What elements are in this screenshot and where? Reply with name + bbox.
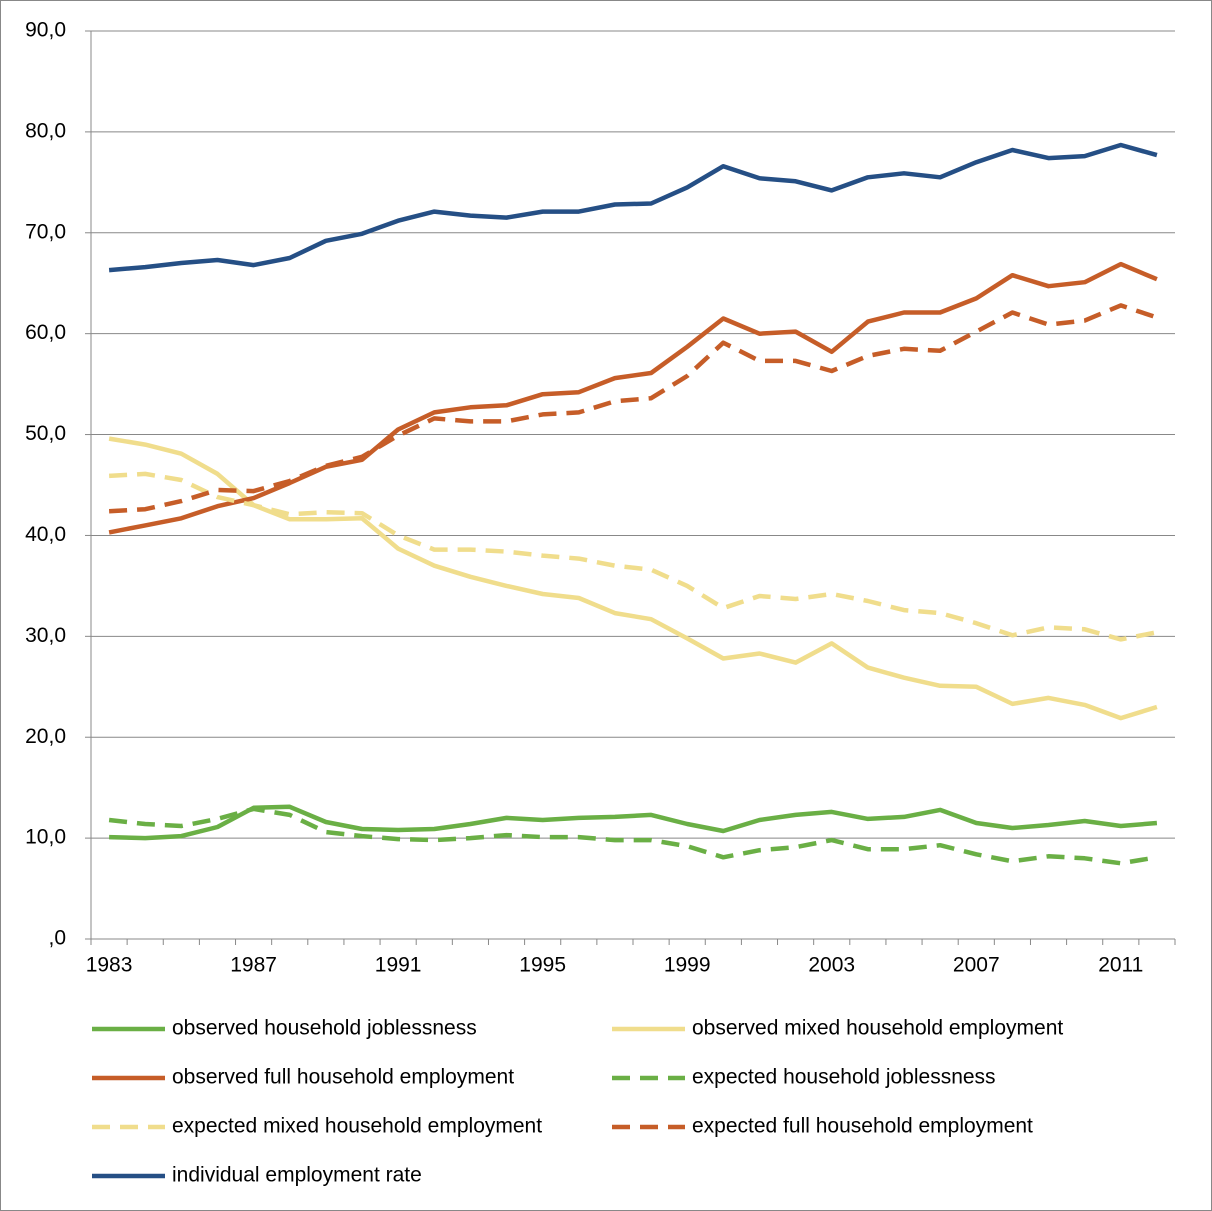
series-line [108,806,1158,866]
series-line [108,142,1158,273]
series-line [108,303,1158,514]
series-line [109,804,1158,841]
x-tick-label: 2011 [1098,954,1143,977]
y-tick-label: 60,0 [25,321,66,344]
y-tick-label: 20,0 [25,725,66,748]
y-tick-label: 90,0 [25,19,66,42]
y-tick-label: 40,0 [25,523,66,546]
series-line [108,261,1158,535]
y-tick-label: 80,0 [25,119,66,142]
x-tick-label: 1983 [86,954,133,977]
legend-label: expected household joblessness [692,1066,996,1089]
y-tick-label: 70,0 [25,220,66,243]
x-tick-label: 1987 [230,954,277,977]
legend-label: observed household joblessness [172,1017,477,1040]
x-tick-label: 2007 [953,954,1000,977]
legend-label: expected full household employment [692,1115,1033,1138]
y-tick-label: ,0 [48,927,66,950]
x-tick-label: 1999 [664,954,711,977]
x-tick-label: 1995 [519,954,566,977]
y-tick-label: 50,0 [25,422,66,445]
legend-label: observed mixed household employment [692,1017,1063,1040]
series-line [108,471,1158,642]
y-tick-label: 30,0 [25,624,66,647]
legend-label: individual employment rate [172,1164,422,1187]
legend-label: observed full household employment [172,1066,514,1089]
legend-label: expected mixed household employment [172,1115,542,1138]
series-line [108,436,1158,721]
y-tick-label: 10,0 [25,826,66,849]
x-tick-label: 2003 [808,954,855,977]
x-tick-label: 1991 [375,954,422,977]
